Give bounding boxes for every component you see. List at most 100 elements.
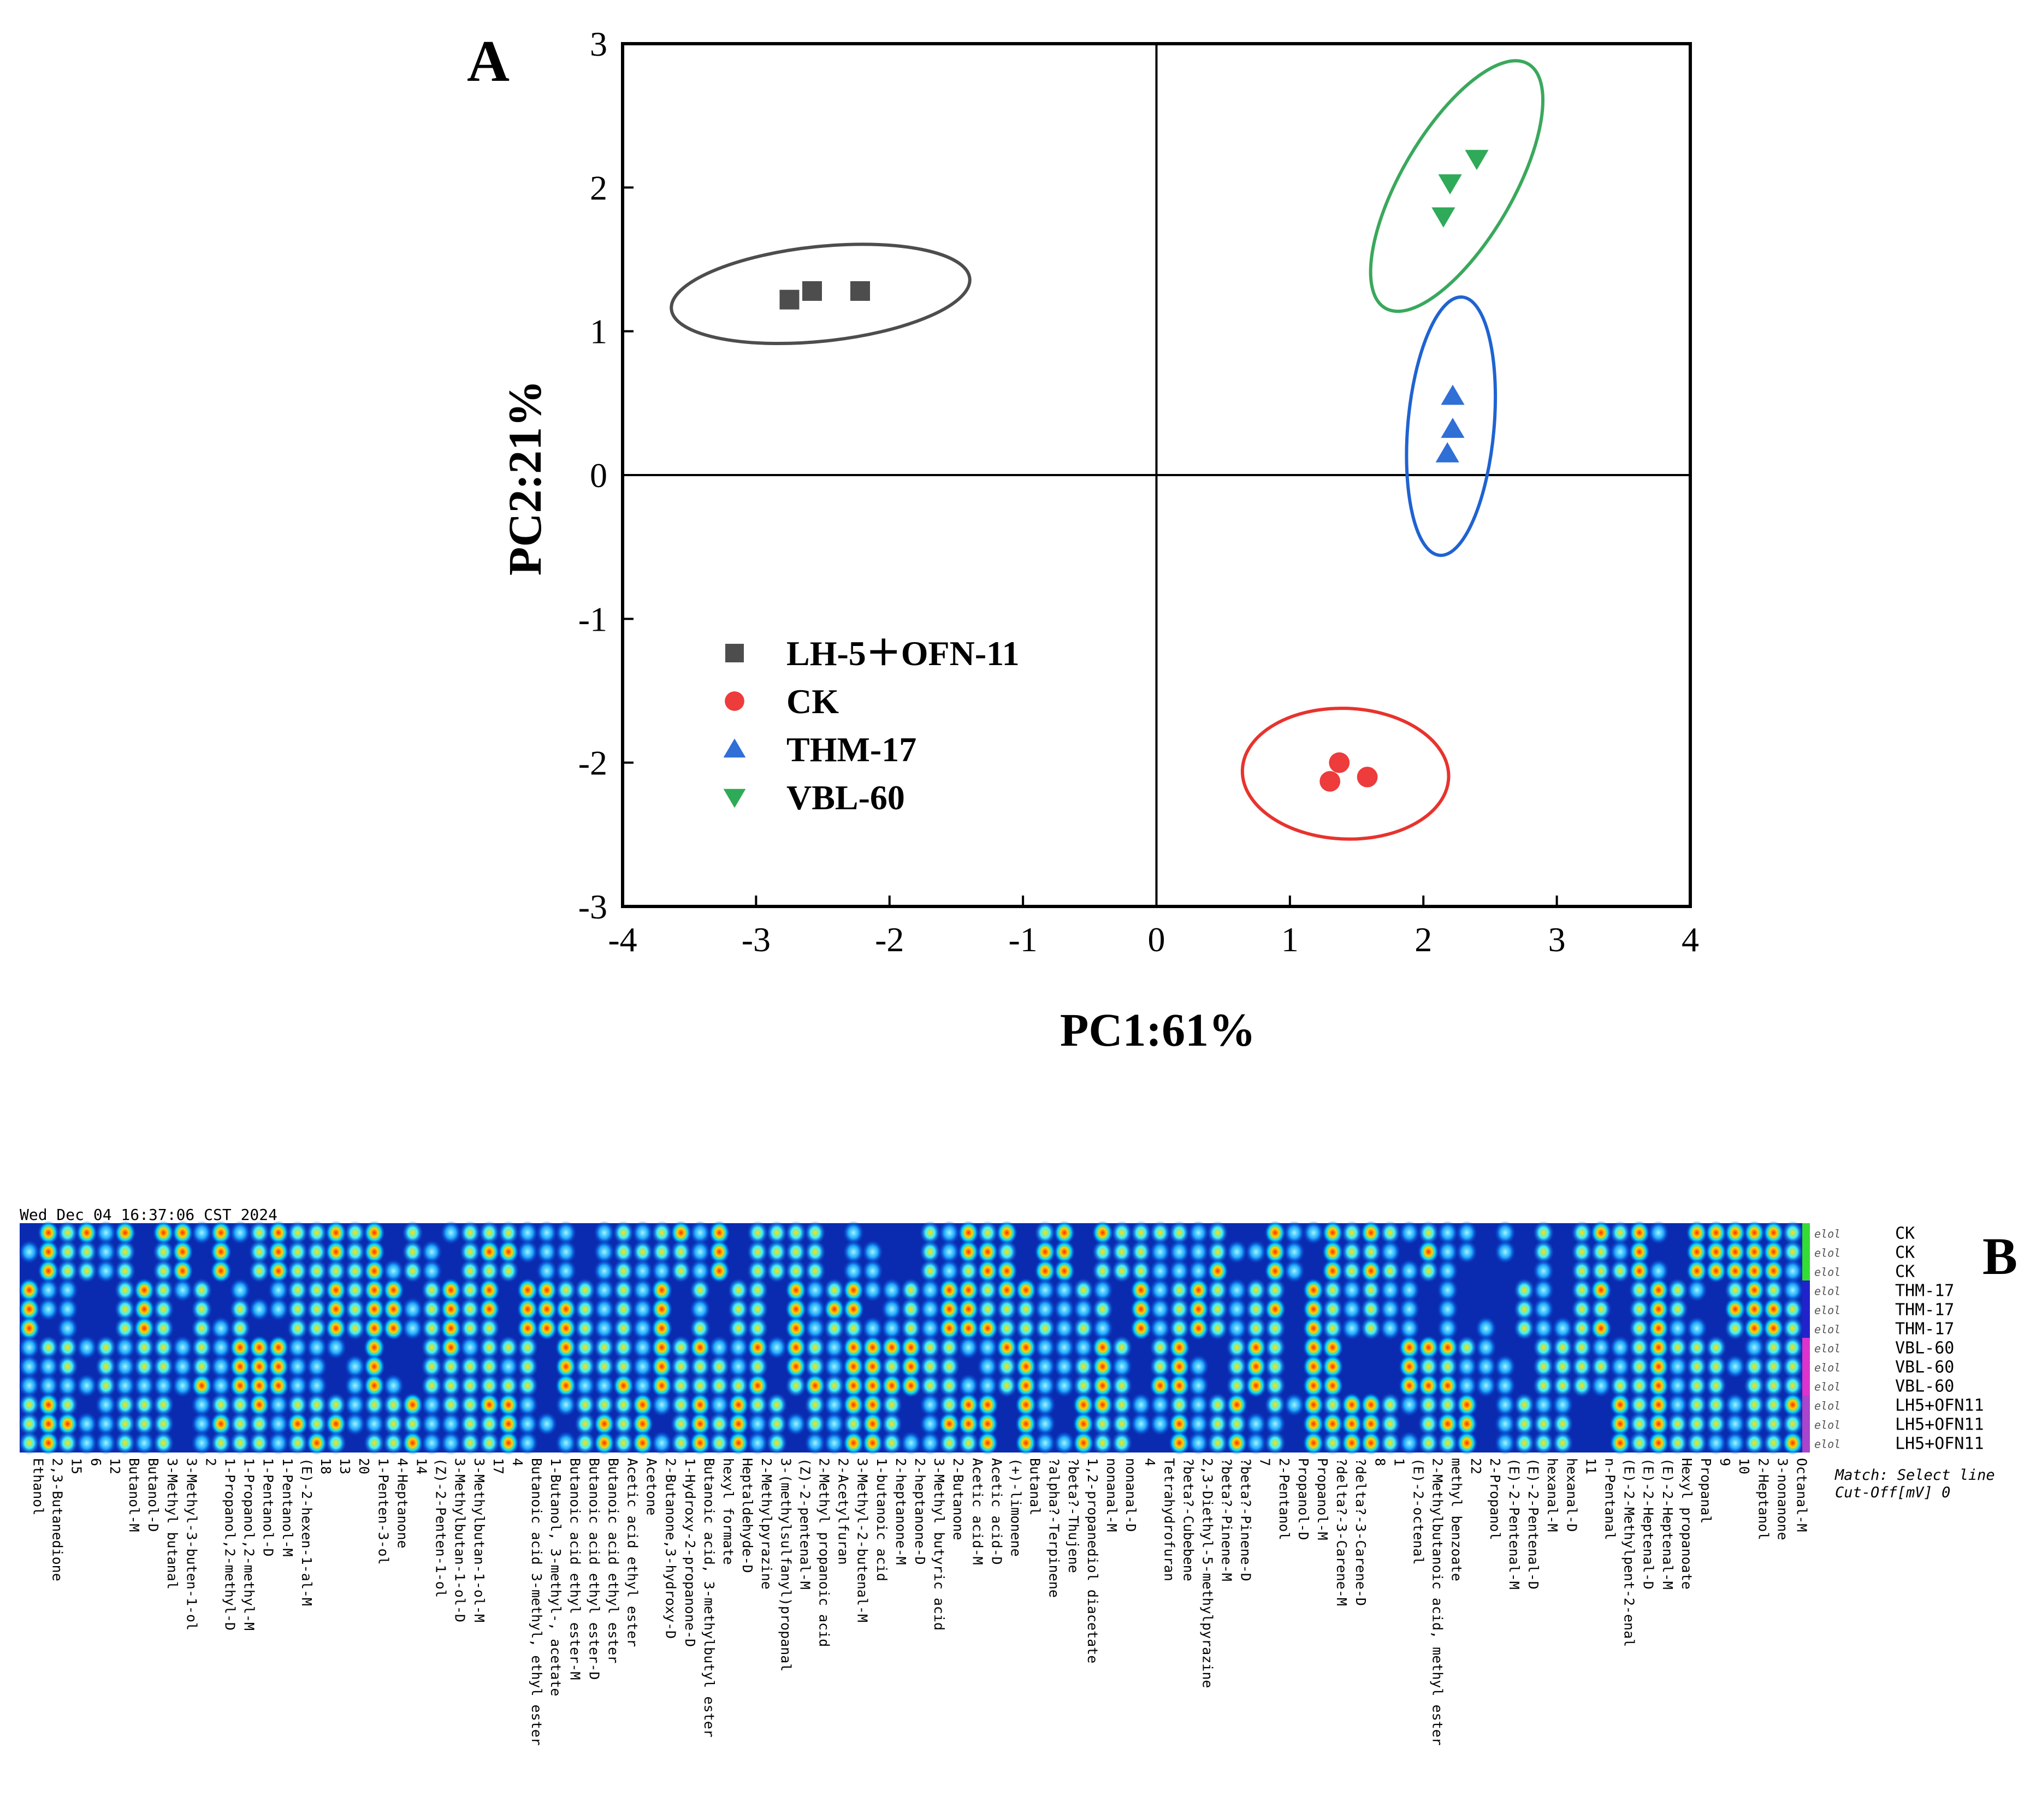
heatmap-cell <box>76 1412 98 1436</box>
heatmap-cell <box>575 1297 596 1321</box>
heatmap-cell <box>38 1240 59 1264</box>
heatmap-cell <box>363 1278 385 1302</box>
heatmap-cell <box>651 1316 673 1341</box>
heatmap-cell <box>325 1316 347 1341</box>
heatmap-cell <box>498 1431 519 1455</box>
data-point <box>1431 207 1455 228</box>
heatmap-cell <box>1686 1316 1708 1341</box>
heatmap-cell <box>114 1354 136 1379</box>
heatmap-cell <box>191 1373 212 1398</box>
heatmap-cell <box>862 1354 884 1379</box>
heatmap-cell <box>152 1431 174 1455</box>
column-label: 1-Penten-3-ol <box>375 1458 391 1565</box>
heatmap-cell <box>1303 1431 1324 1455</box>
heatmap-cell <box>114 1259 136 1283</box>
heatmap-cell <box>824 1297 845 1321</box>
heatmap-cell <box>1571 1354 1593 1379</box>
heatmap-cell <box>229 1412 251 1436</box>
heatmap-cell <box>919 1354 941 1379</box>
heatmap-cell <box>1590 1335 1612 1360</box>
heatmap-cell <box>747 1354 768 1379</box>
heatmap-cell <box>670 1354 692 1379</box>
heatmap-cell <box>1034 1354 1056 1379</box>
heatmap-cell <box>517 1335 538 1360</box>
heatmap-cell <box>440 1297 461 1321</box>
heatmap-cell <box>421 1373 442 1398</box>
heatmap-cell <box>1763 1278 1784 1302</box>
heatmap-cell <box>555 1373 577 1398</box>
heatmap-cell <box>1494 1240 1516 1264</box>
heatmap-cell <box>785 1316 807 1341</box>
heatmap-cell <box>594 1278 615 1302</box>
column-label: Butanal <box>1027 1458 1043 1515</box>
heatmap-cell <box>689 1259 711 1283</box>
heatmap-cell <box>1532 1392 1554 1417</box>
heatmap-cell <box>862 1278 884 1302</box>
heatmap-cell <box>651 1259 673 1283</box>
column-label: 2,3-Butanedione <box>50 1458 66 1581</box>
heatmap-cell <box>747 1335 768 1360</box>
heatmap-cell <box>421 1392 442 1417</box>
data-point <box>1441 384 1465 405</box>
heatmap-cell <box>1743 1335 1765 1360</box>
heatmap-cell <box>1264 1220 1286 1245</box>
heatmap-cell <box>229 1335 251 1360</box>
heatmap-cell <box>594 1335 615 1360</box>
heatmap-cell <box>1629 1316 1650 1341</box>
heatmap-cell <box>1207 1259 1228 1283</box>
heatmap-cell <box>1532 1240 1554 1264</box>
heatmap-cell <box>938 1373 960 1398</box>
heatmap-cell <box>229 1220 251 1245</box>
heatmap-cell <box>19 1278 40 1302</box>
heatmap-cell <box>632 1220 653 1245</box>
heatmap-cell <box>727 1373 749 1398</box>
heatmap-cell <box>1092 1335 1114 1360</box>
heatmap-cell <box>1456 1335 1478 1360</box>
heatmap-cell <box>613 1259 634 1283</box>
column-label: 2-Methylbutanoic acid, methyl ester <box>1430 1458 1446 1746</box>
heatmap-cell <box>613 1278 634 1302</box>
heatmap-cell <box>191 1297 212 1321</box>
heatmap-cell <box>478 1431 500 1455</box>
column-label: Ethanol <box>31 1458 46 1515</box>
heatmap-cell <box>19 1392 40 1417</box>
heatmap-cell <box>325 1240 347 1264</box>
heatmap-cell <box>1609 1259 1631 1283</box>
heatmap-cell <box>1763 1240 1784 1264</box>
data-point <box>1465 150 1489 170</box>
heatmap-cell <box>843 1297 865 1321</box>
heatmap-cell <box>1532 1297 1554 1321</box>
heatmap-cell <box>383 1297 404 1321</box>
heatmap-cell <box>1399 1431 1420 1455</box>
heatmap-cell <box>727 1297 749 1321</box>
heatmap-cell <box>440 1412 461 1436</box>
x-tick-label: 4 <box>1682 920 1699 959</box>
heatmap-cell <box>1169 1373 1190 1398</box>
heatmap-cell <box>613 1354 634 1379</box>
heatmap-cell <box>1053 1431 1075 1455</box>
heatmap-cell <box>172 1220 193 1245</box>
heatmap-cell <box>287 1412 309 1436</box>
column-label: Propanal <box>1698 1458 1714 1523</box>
x-tick-label: -4 <box>608 920 637 959</box>
column-label: Acetic acid-D <box>989 1458 1004 1565</box>
heatmap-cell <box>344 1373 366 1398</box>
heatmap-cell <box>1418 1354 1439 1379</box>
heatmap-cell <box>708 1392 730 1417</box>
heatmap-cell <box>363 1297 385 1321</box>
heatmap-cell <box>1034 1297 1056 1321</box>
heatmap-cell <box>689 1278 711 1302</box>
cutoff-note: Cut-Off[mV] 0 <box>1835 1484 1950 1501</box>
heatmap-cell <box>1092 1392 1114 1417</box>
heatmap-cell <box>938 1354 960 1379</box>
heatmap-cell <box>76 1240 98 1264</box>
column-label: 1-Propanol,2-methyl-D <box>222 1458 238 1631</box>
heatmap-cell <box>862 1412 884 1436</box>
heatmap-cell <box>632 1392 653 1417</box>
heatmap-cell <box>1073 1316 1094 1341</box>
heatmap-cell <box>287 1354 309 1379</box>
heatmap-cell <box>1169 1259 1190 1283</box>
heatmap-cell <box>1763 1373 1784 1398</box>
heatmap-cell <box>1283 1220 1305 1245</box>
